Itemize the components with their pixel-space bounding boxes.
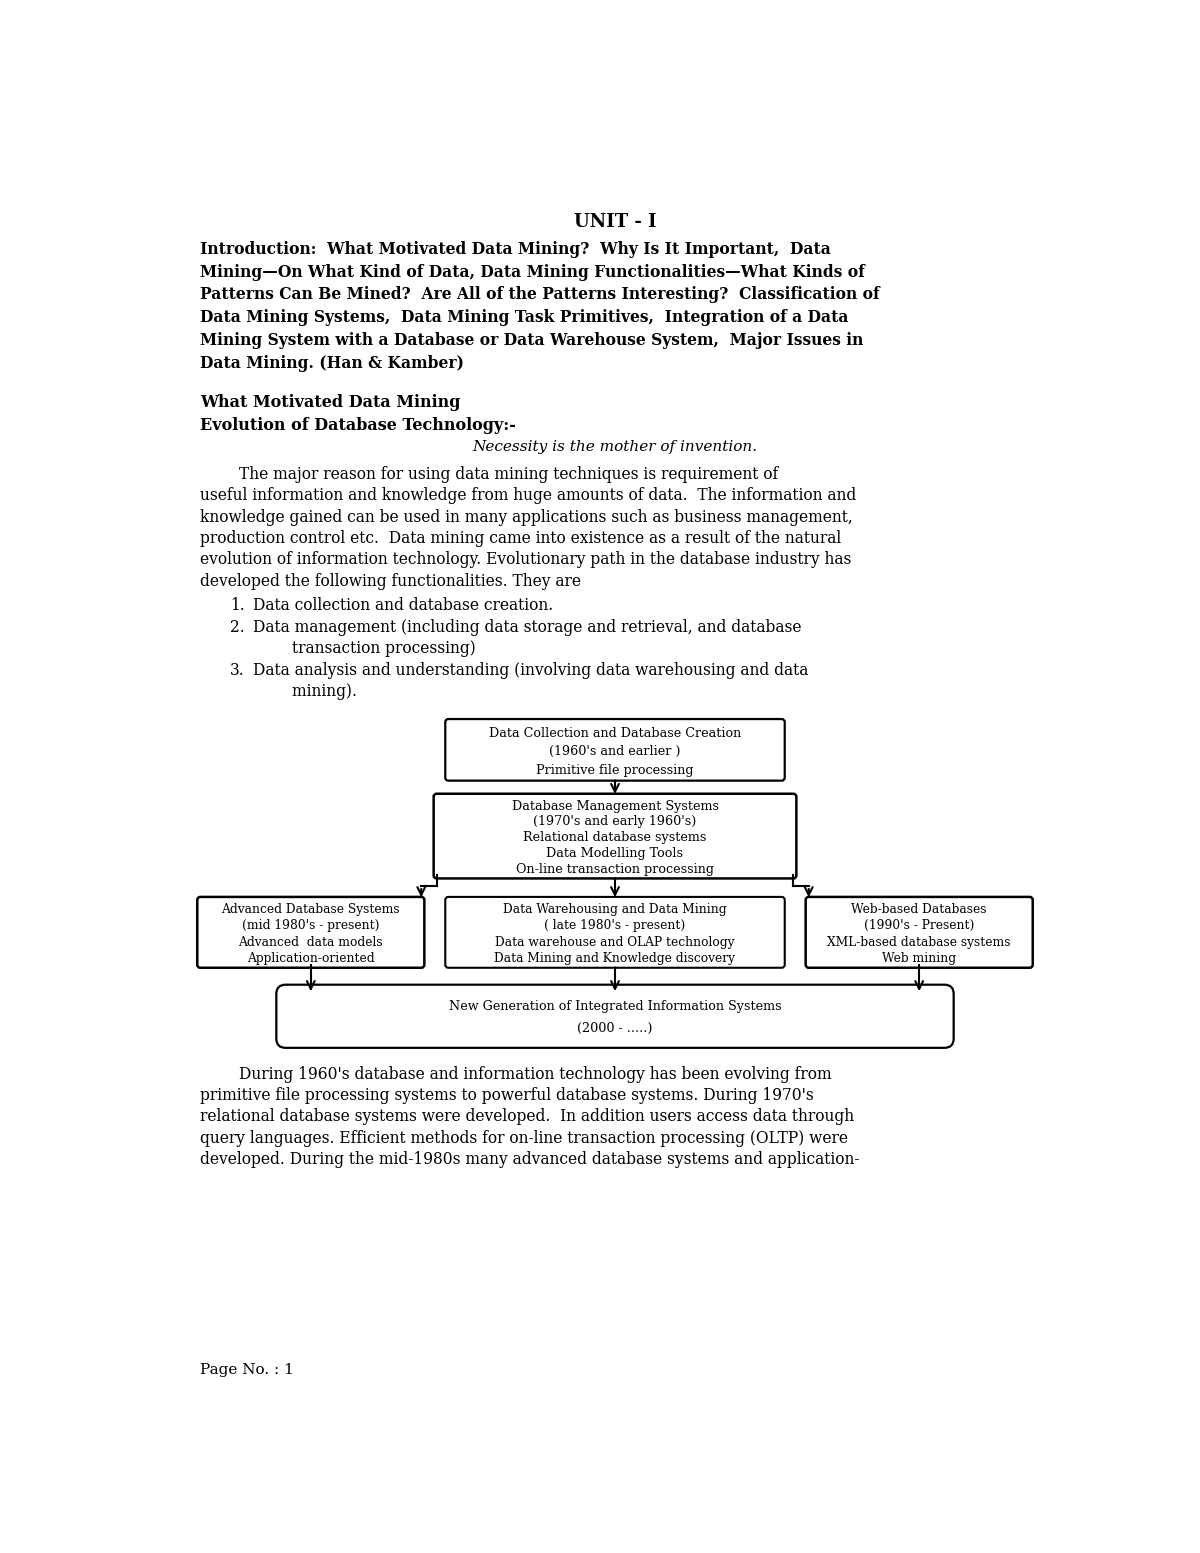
FancyBboxPatch shape: [445, 719, 785, 781]
FancyBboxPatch shape: [197, 898, 425, 968]
Text: Application-oriented: Application-oriented: [247, 952, 374, 964]
Text: (1960's and earlier ): (1960's and earlier ): [550, 745, 680, 758]
Text: query languages. Efficient methods for on-line transaction processing (OLTP) wer: query languages. Efficient methods for o…: [200, 1129, 848, 1146]
Text: The major reason for using data mining techniques is requirement of: The major reason for using data mining t…: [200, 466, 779, 483]
Text: (1970's and early 1960's): (1970's and early 1960's): [533, 815, 697, 828]
Text: Data warehouse and OLAP technology: Data warehouse and OLAP technology: [496, 935, 734, 949]
Text: transaction processing): transaction processing): [253, 640, 476, 657]
FancyBboxPatch shape: [805, 898, 1033, 968]
Text: developed the following functionalities. They are: developed the following functionalities.…: [200, 573, 581, 590]
Text: primitive file processing systems to powerful database systems. During 1970's: primitive file processing systems to pow…: [200, 1087, 814, 1104]
Text: Web mining: Web mining: [882, 952, 956, 964]
Text: Advanced Database Systems: Advanced Database Systems: [222, 904, 400, 916]
Text: Data management (including data storage and retrieval, and database: Data management (including data storage …: [253, 618, 802, 635]
Text: Data collection and database creation.: Data collection and database creation.: [253, 598, 553, 615]
Text: Data Modelling Tools: Data Modelling Tools: [546, 846, 684, 860]
Text: Data Mining. (Han & Kamber): Data Mining. (Han & Kamber): [200, 354, 464, 371]
Text: XML-based database systems: XML-based database systems: [828, 935, 1010, 949]
FancyBboxPatch shape: [445, 898, 785, 968]
Text: relational database systems were developed.  In addition users access data throu: relational database systems were develop…: [200, 1109, 854, 1126]
Text: evolution of information technology. Evolutionary path in the database industry : evolution of information technology. Evo…: [200, 551, 852, 568]
Text: Introduction:  What Motivated Data Mining?  Why Is It Important,  Data: Introduction: What Motivated Data Mining…: [200, 241, 832, 258]
Text: UNIT - I: UNIT - I: [574, 213, 656, 231]
Text: (1990's - Present): (1990's - Present): [864, 919, 974, 932]
Text: ( late 1980's - present): ( late 1980's - present): [545, 919, 685, 932]
Text: 2.: 2.: [230, 618, 245, 635]
Text: production control etc.  Data mining came into existence as a result of the natu: production control etc. Data mining came…: [200, 530, 841, 547]
Text: Data Mining Systems,  Data Mining Task Primitives,  Integration of a Data: Data Mining Systems, Data Mining Task Pr…: [200, 309, 848, 326]
Text: Data Mining and Knowledge discovery: Data Mining and Knowledge discovery: [494, 952, 736, 964]
Text: On-line transaction processing: On-line transaction processing: [516, 862, 714, 876]
Text: During 1960's database and information technology has been evolving from: During 1960's database and information t…: [200, 1065, 832, 1082]
Text: Database Management Systems: Database Management Systems: [511, 800, 719, 812]
Text: Necessity is the mother of invention.: Necessity is the mother of invention.: [473, 441, 757, 455]
Text: 1.: 1.: [230, 598, 245, 615]
Text: Web-based Databases: Web-based Databases: [852, 904, 986, 916]
Text: What Motivated Data Mining: What Motivated Data Mining: [200, 394, 461, 412]
Text: Mining System with a Database or Data Warehouse System,  Major Issues in: Mining System with a Database or Data Wa…: [200, 332, 864, 349]
Text: New Generation of Integrated Information Systems: New Generation of Integrated Information…: [449, 1000, 781, 1013]
Text: Relational database systems: Relational database systems: [523, 831, 707, 845]
Text: knowledge gained can be used in many applications such as business management,: knowledge gained can be used in many app…: [200, 509, 853, 525]
FancyBboxPatch shape: [276, 985, 954, 1048]
Text: Data analysis and understanding (involving data warehousing and data: Data analysis and understanding (involvi…: [253, 662, 809, 679]
Text: Patterns Can Be Mined?  Are All of the Patterns Interesting?  Classification of: Patterns Can Be Mined? Are All of the Pa…: [200, 286, 880, 303]
Text: Data Collection and Database Creation: Data Collection and Database Creation: [488, 727, 742, 739]
Text: (mid 1980's - present): (mid 1980's - present): [242, 919, 379, 932]
Text: mining).: mining).: [253, 683, 358, 700]
Text: Primitive file processing: Primitive file processing: [536, 764, 694, 776]
Text: (2000 - .....): (2000 - .....): [577, 1022, 653, 1034]
Text: 3.: 3.: [230, 662, 245, 679]
Text: Evolution of Database Technology:-: Evolution of Database Technology:-: [200, 418, 516, 435]
Text: Data Warehousing and Data Mining: Data Warehousing and Data Mining: [503, 904, 727, 916]
Text: Page No. : 1: Page No. : 1: [200, 1364, 294, 1378]
Text: developed. During the mid-1980s many advanced database systems and application-: developed. During the mid-1980s many adv…: [200, 1151, 860, 1168]
Text: Mining—On What Kind of Data, Data Mining Functionalities—What Kinds of: Mining—On What Kind of Data, Data Mining…: [200, 264, 865, 281]
Text: Advanced  data models: Advanced data models: [239, 935, 383, 949]
FancyBboxPatch shape: [433, 794, 797, 879]
Text: useful information and knowledge from huge amounts of data.  The information and: useful information and knowledge from hu…: [200, 488, 857, 505]
